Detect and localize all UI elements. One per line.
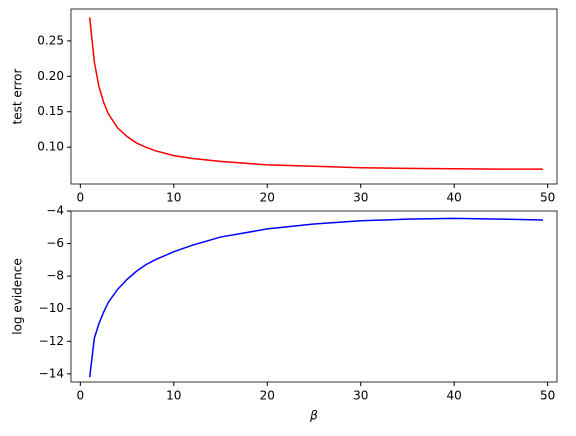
y-axis-label: log evidence xyxy=(11,258,25,335)
y-tick-label: −12 xyxy=(39,334,64,348)
x-axis-label: β xyxy=(309,409,318,423)
y-tick-label: −8 xyxy=(46,269,64,283)
x-tick-label: 20 xyxy=(260,389,275,403)
y-tick-label: 0.20 xyxy=(37,69,64,83)
x-tick-label: 0 xyxy=(77,389,85,403)
x-tick-label: 10 xyxy=(166,191,181,205)
x-tick-label: 20 xyxy=(260,191,275,205)
x-tick-label: 50 xyxy=(540,389,555,403)
y-tick-label: 0.15 xyxy=(37,104,64,118)
y-tick-label: 0.25 xyxy=(37,33,64,47)
line xyxy=(88,217,543,378)
x-tick-label: 30 xyxy=(353,389,368,403)
y-tick-label: −6 xyxy=(46,236,64,250)
x-tick-label: 0 xyxy=(77,191,85,205)
y-tick-label: −10 xyxy=(39,301,64,315)
y-tick-label: −4 xyxy=(46,204,64,218)
x-tick-label: 40 xyxy=(447,389,462,403)
axes-frame xyxy=(70,8,558,185)
line xyxy=(88,17,543,170)
y-tick-label: −14 xyxy=(39,366,64,380)
y-tick-label: 0.10 xyxy=(37,140,64,154)
y-axis-label: test error xyxy=(11,68,25,124)
axes-frame xyxy=(70,210,558,383)
x-tick-label: 10 xyxy=(166,389,181,403)
x-tick-label: 40 xyxy=(447,191,462,205)
x-tick-label: 30 xyxy=(353,191,368,205)
x-tick-label: 50 xyxy=(540,191,555,205)
